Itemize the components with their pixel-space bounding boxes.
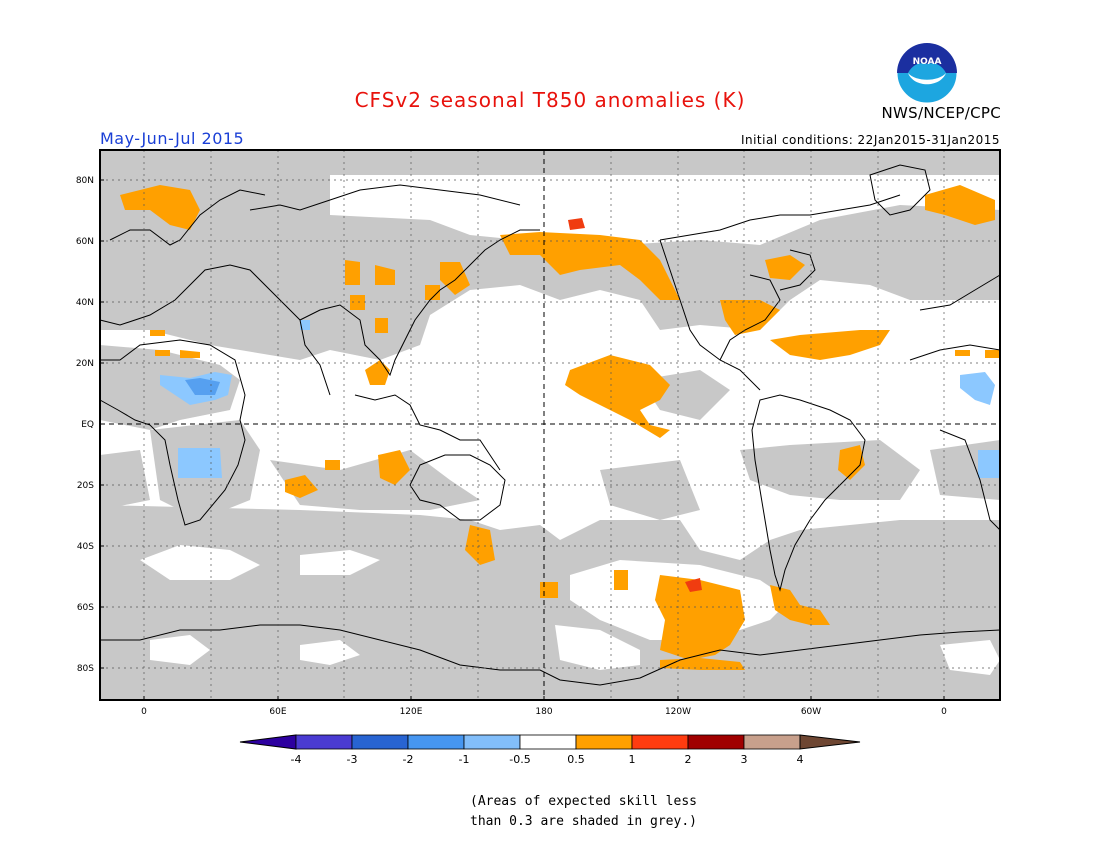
colorbar-label: 4: [797, 753, 804, 766]
lat-tick-label: 20S: [77, 481, 94, 491]
colorbar-bin: [407, 734, 465, 750]
colorbar-lower-extension: [239, 734, 297, 750]
organization-label: NWS/NCEP/CPC: [881, 104, 1001, 122]
lon-tick-label: 60W: [801, 707, 821, 717]
lat-tick-label: 60S: [77, 603, 94, 613]
lon-tick-label: 0: [141, 707, 147, 717]
skill-footnote: (Areas of expected skill less than 0.3 a…: [470, 792, 697, 832]
latitude-labels: 80N 60N 40N 20N EQ 20S 40S 60S 80S: [76, 176, 104, 674]
colorbar-bin: [743, 734, 801, 750]
colorbar-label: -1: [459, 753, 470, 766]
colorbar-label: -2: [403, 753, 414, 766]
graticule: [100, 150, 1000, 700]
colorbar-bin: [575, 734, 633, 750]
footnote-line-1: (Areas of expected skill less: [470, 794, 697, 809]
lat-tick-label: 60N: [76, 237, 94, 247]
colorbar-label: 1: [629, 753, 636, 766]
colorbar-label: 0.5: [567, 753, 585, 766]
lon-tick-label: 120W: [665, 707, 691, 717]
colorbar-upper-extension: [799, 734, 861, 750]
colorbar-bin: [631, 734, 689, 750]
coastlines: [99, 164, 1001, 686]
lon-tick-label: 120E: [400, 707, 423, 717]
equator-dateline: [100, 150, 1000, 700]
colorbar-label: -4: [291, 753, 302, 766]
colorbar-label: -3: [347, 753, 358, 766]
lat-tick-label: 80S: [77, 664, 94, 674]
lon-tick-label: 0: [941, 707, 947, 717]
forecast-period: May-Jun-Jul 2015: [100, 129, 245, 148]
lat-tick-label: 40N: [76, 298, 94, 308]
footnote-line-2: than 0.3 are shaded in grey.): [470, 814, 697, 829]
colorbar: -4 -3 -2 -1 -0.5 0.5 1 2 3 4: [239, 734, 861, 766]
positive-anomaly-shading: [120, 185, 1000, 670]
colorbar-bin: [687, 734, 745, 750]
lat-tick-label: 40S: [77, 542, 94, 552]
map-title: CFSv2 seasonal T850 anomalies (K): [354, 88, 746, 112]
colorbar-bin: [519, 734, 577, 750]
colorbar-bin: [463, 734, 521, 750]
noaa-logo-text: NOAA: [913, 57, 942, 67]
lat-tick-label: 80N: [76, 176, 94, 186]
lat-tick-label: EQ: [81, 420, 94, 430]
colorbar-label: 3: [741, 753, 748, 766]
lon-tick-label: 180: [535, 707, 552, 717]
lon-tick-label: 60E: [269, 707, 286, 717]
colorbar-bin: [295, 734, 353, 750]
noaa-logo: NOAA: [896, 42, 958, 104]
strong-positive-anomaly-shading: [568, 218, 702, 592]
colorbar-label: -0.5: [509, 753, 530, 766]
initial-conditions: Initial conditions: 22Jan2015-31Jan2015: [740, 133, 1000, 147]
lat-tick-label: 20N: [76, 359, 94, 369]
map-frame: [99, 149, 1001, 701]
colorbar-label: 2: [685, 753, 692, 766]
colorbar-bin: [351, 734, 409, 750]
longitude-labels: 0 60E 120E 180 120W 60W 0: [141, 696, 947, 717]
